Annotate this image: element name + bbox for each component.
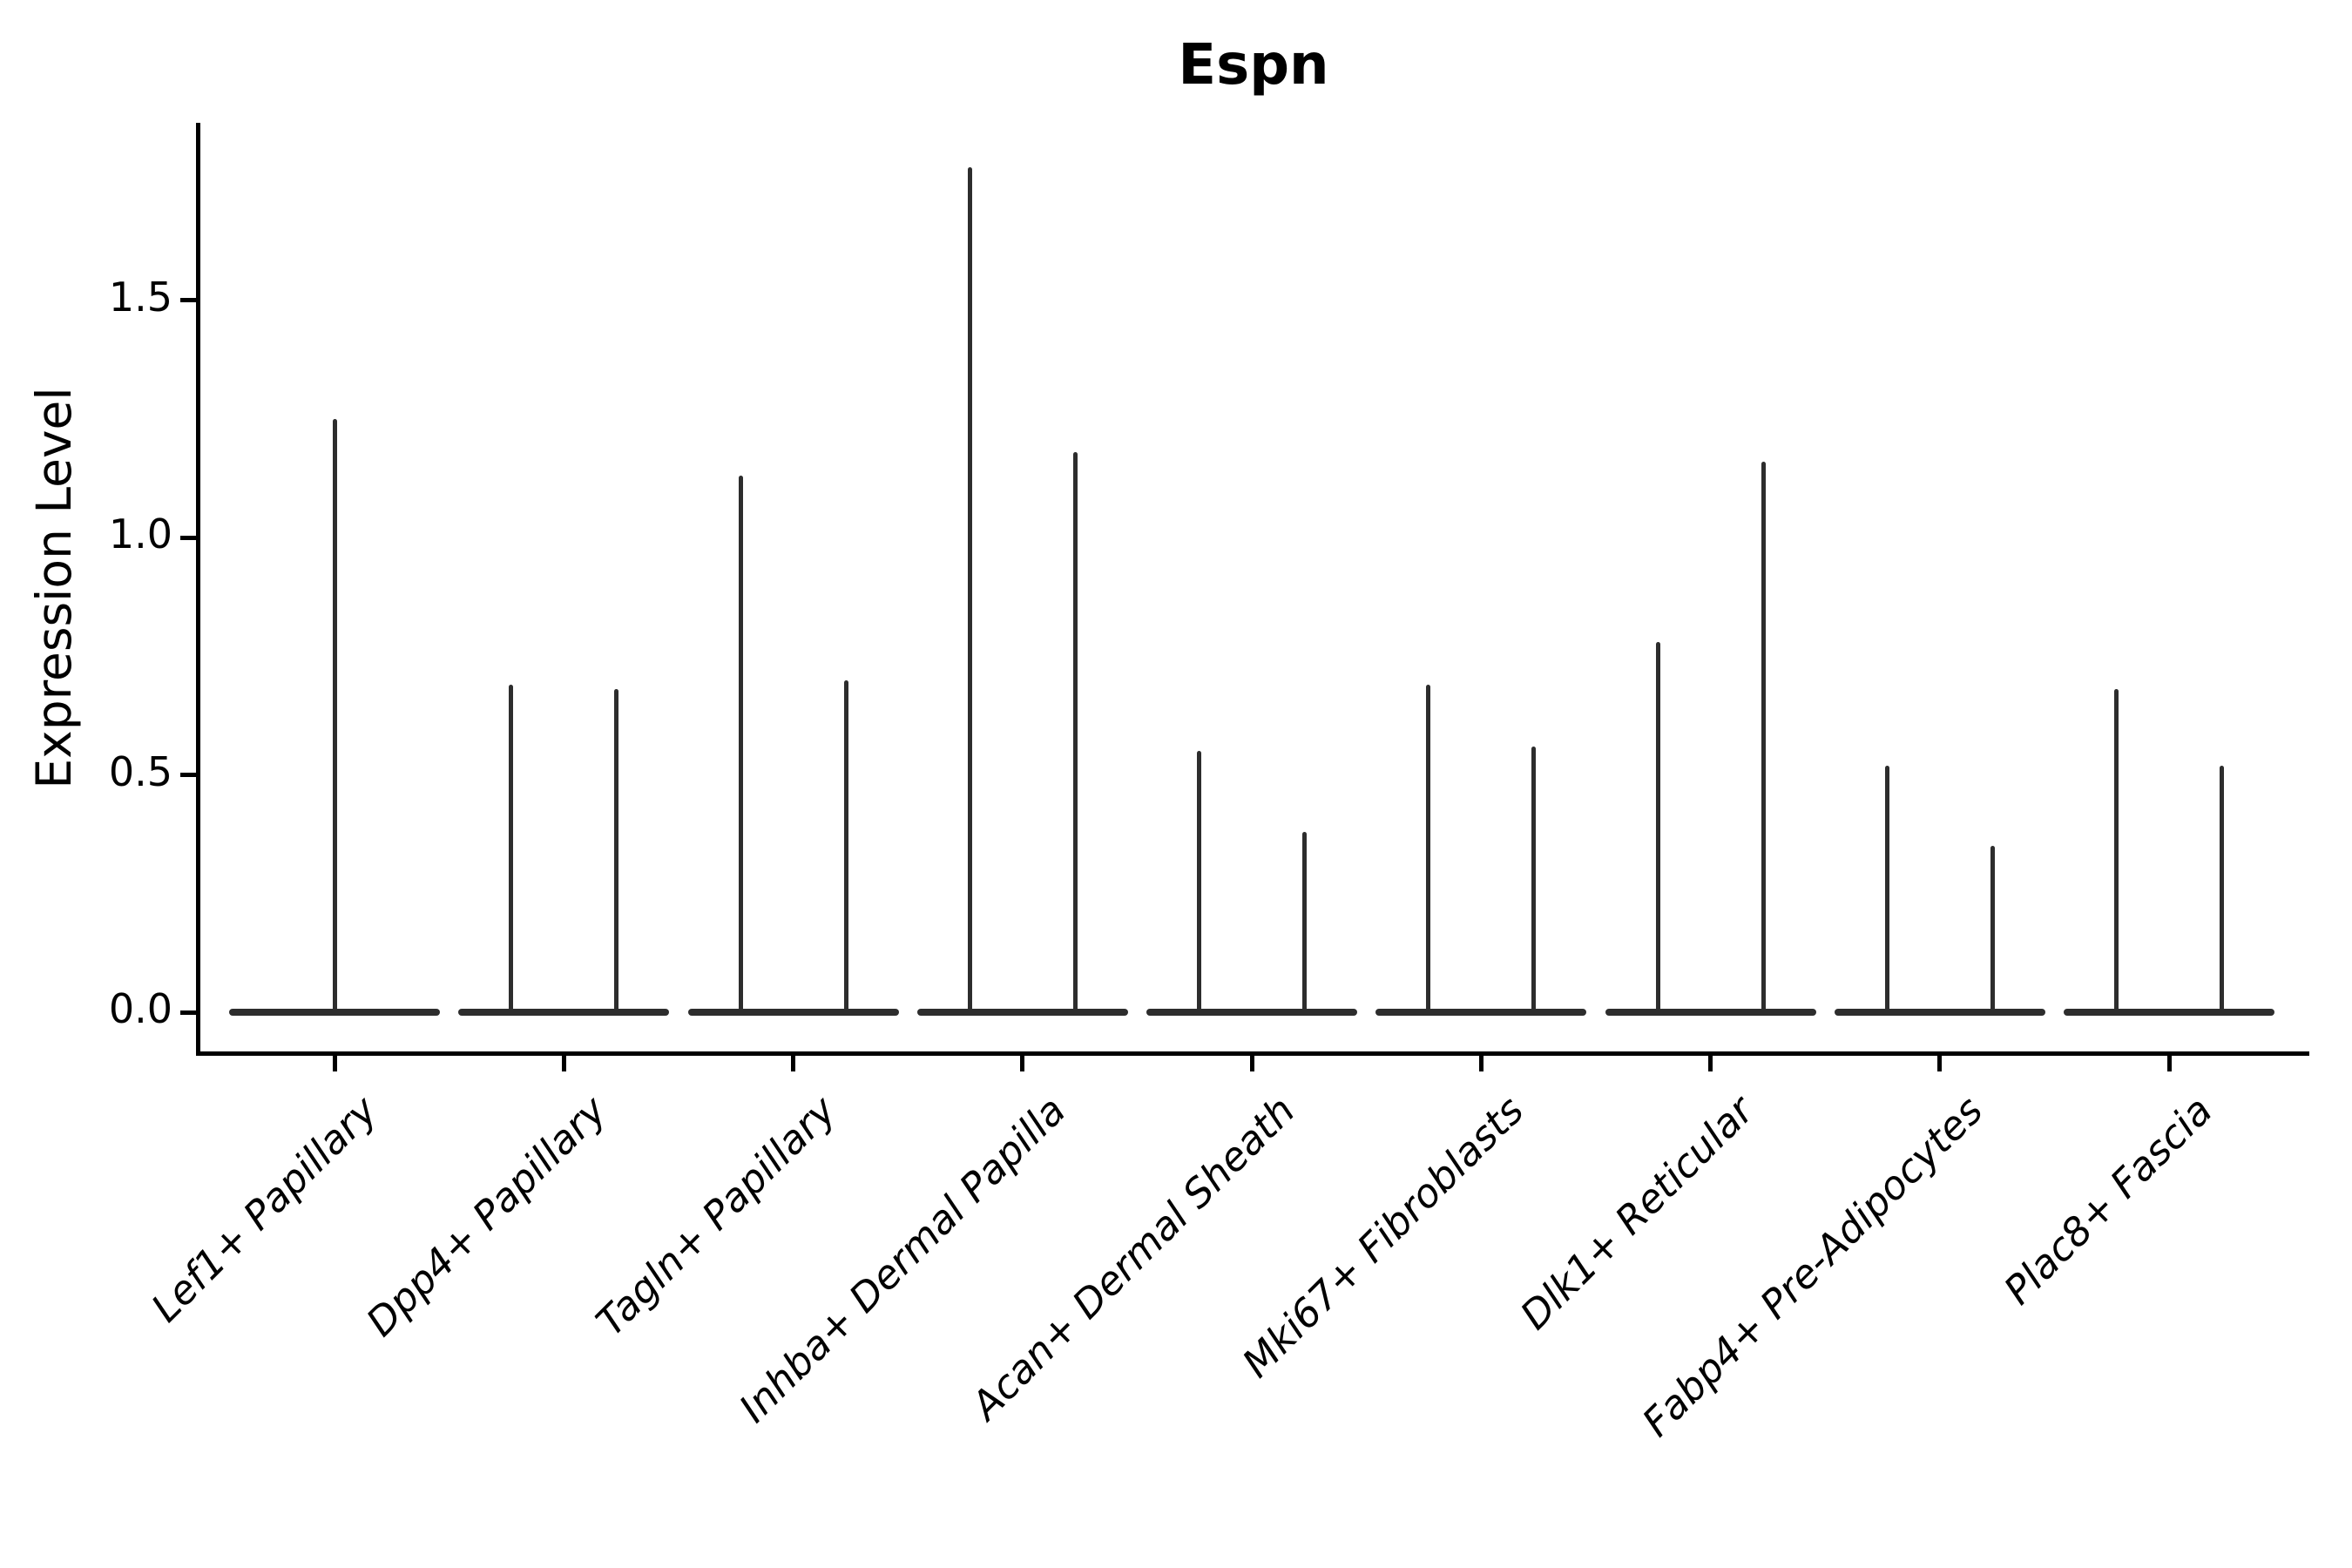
x-axis-spine xyxy=(196,1051,2309,1056)
x-tick-label: Tagln+ Papillary xyxy=(587,1087,845,1345)
violin-spike xyxy=(1072,451,1078,1012)
violin-baseline xyxy=(2064,1009,2274,1016)
y-tick-mark xyxy=(180,1010,196,1015)
violin-spike xyxy=(1531,746,1537,1012)
violin-baseline xyxy=(1605,1009,1816,1016)
violin-spike xyxy=(332,418,337,1012)
violin-spike xyxy=(967,166,972,1012)
violin-baseline xyxy=(1834,1009,2045,1016)
violin-spike xyxy=(614,689,619,1012)
x-tick-label: Dpp4+ Papillary xyxy=(357,1087,616,1346)
violin-spike xyxy=(1990,846,1995,1012)
x-tick-mark xyxy=(791,1056,795,1071)
x-tick-label: Plac8+ Fascia xyxy=(1994,1087,2221,1314)
x-tick-label: Lef1+ Papillary xyxy=(142,1087,387,1331)
violin-spike xyxy=(1761,461,1766,1012)
violin-baseline xyxy=(229,1009,440,1016)
violin-spike xyxy=(1655,641,1660,1012)
y-tick-mark xyxy=(180,773,196,777)
violin-baseline xyxy=(916,1009,1128,1016)
violin-spike xyxy=(2114,689,2119,1012)
y-tick-label: 1.0 xyxy=(108,510,172,558)
violin-baseline xyxy=(1375,1009,1587,1016)
y-tick-mark xyxy=(180,535,196,540)
x-tick-mark xyxy=(1249,1056,1254,1071)
chart-title: Espn xyxy=(1178,33,1329,98)
violin-spike xyxy=(738,476,743,1012)
violin-spike xyxy=(1197,751,1201,1012)
y-axis-spine xyxy=(196,123,200,1056)
x-tick-mark xyxy=(332,1056,337,1071)
violin-spike xyxy=(509,684,514,1012)
x-tick-mark xyxy=(1478,1056,1484,1071)
violin-baseline xyxy=(458,1009,670,1016)
y-tick-mark xyxy=(180,298,196,302)
y-tick-label: 1.5 xyxy=(108,273,172,321)
y-axis-label: Expression Level xyxy=(26,387,82,789)
violin-spike xyxy=(1884,765,1889,1012)
x-tick-mark xyxy=(1708,1056,1713,1071)
x-tick-mark xyxy=(561,1056,566,1071)
y-tick-label: 0.0 xyxy=(108,985,172,1032)
x-tick-mark xyxy=(1020,1056,1025,1071)
violin-spike xyxy=(1302,831,1307,1012)
x-tick-mark xyxy=(1937,1056,1943,1071)
y-tick-label: 0.5 xyxy=(108,747,172,795)
violin-spike xyxy=(1426,684,1431,1012)
x-tick-mark xyxy=(2166,1056,2172,1071)
violin-baseline xyxy=(1146,1009,1357,1016)
violin-spike xyxy=(2220,765,2224,1012)
violin-spike xyxy=(843,679,848,1012)
violin-baseline xyxy=(687,1009,899,1016)
x-tick-label: Dlk1+ Reticular xyxy=(1511,1087,1762,1339)
